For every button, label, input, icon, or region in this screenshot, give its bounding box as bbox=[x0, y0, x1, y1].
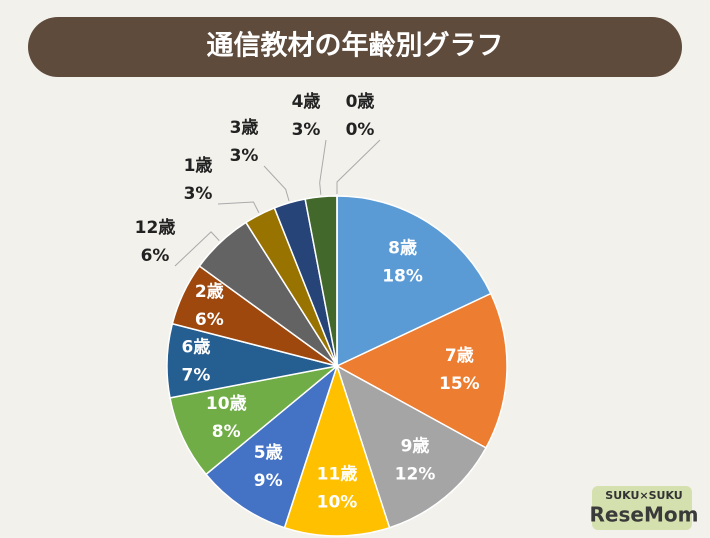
chart-title: 通信教材の年齢別グラフ bbox=[207, 30, 504, 62]
slice-category: 1歳 bbox=[184, 155, 213, 176]
pie-slice bbox=[283, 363, 391, 537]
slice-category: 12歳 bbox=[135, 217, 176, 238]
slice-category: 6歳 bbox=[182, 337, 211, 358]
logo-top: SUKU×SUKU bbox=[605, 489, 682, 502]
pie-slice bbox=[335, 292, 508, 449]
logo-bg bbox=[592, 486, 692, 530]
slice-value-label: 10% bbox=[317, 492, 358, 512]
leader-line bbox=[336, 139, 381, 194]
slice-category: 5歳 bbox=[254, 442, 283, 463]
slice-category: 4歳 bbox=[292, 91, 321, 112]
slice-value-label: 3% bbox=[230, 146, 259, 166]
leader-line bbox=[319, 139, 327, 195]
pie-slice bbox=[336, 195, 492, 368]
pie-slice bbox=[335, 364, 487, 529]
slice-value-label: 18% bbox=[382, 267, 423, 287]
logo-bottom: ReseMom bbox=[590, 503, 699, 527]
logo: SUKU×SUKU ReseMom bbox=[590, 486, 699, 530]
slice-value-label: 0% bbox=[346, 120, 375, 140]
slice-value-label: 6% bbox=[195, 310, 224, 330]
slice-value-label: 3% bbox=[184, 184, 213, 204]
slice-value-label: 15% bbox=[439, 374, 480, 394]
slice-category: 9歳 bbox=[401, 435, 430, 456]
slice-value-label: 8% bbox=[212, 422, 241, 442]
title-banner bbox=[28, 17, 682, 77]
slice-value-label: 9% bbox=[254, 471, 283, 491]
slice-category: 2歳 bbox=[195, 281, 224, 302]
slice-category: 10歳 bbox=[206, 393, 247, 414]
leader-line bbox=[174, 231, 220, 267]
slice-category: 8歳 bbox=[388, 238, 417, 259]
slice-value-label: 6% bbox=[141, 246, 170, 266]
slice-value-label: 3% bbox=[292, 120, 321, 140]
slice-value-label: 7% bbox=[182, 366, 211, 386]
slice-category: 3歳 bbox=[230, 117, 259, 138]
leader-line bbox=[263, 165, 290, 201]
pie-slice bbox=[204, 363, 339, 529]
slice-category: 0歳 bbox=[346, 91, 375, 112]
slice-category: 7歳 bbox=[445, 345, 474, 366]
slice-value-label: 12% bbox=[395, 464, 436, 484]
leader-line bbox=[217, 201, 260, 213]
slice-category: 11歳 bbox=[317, 463, 358, 484]
